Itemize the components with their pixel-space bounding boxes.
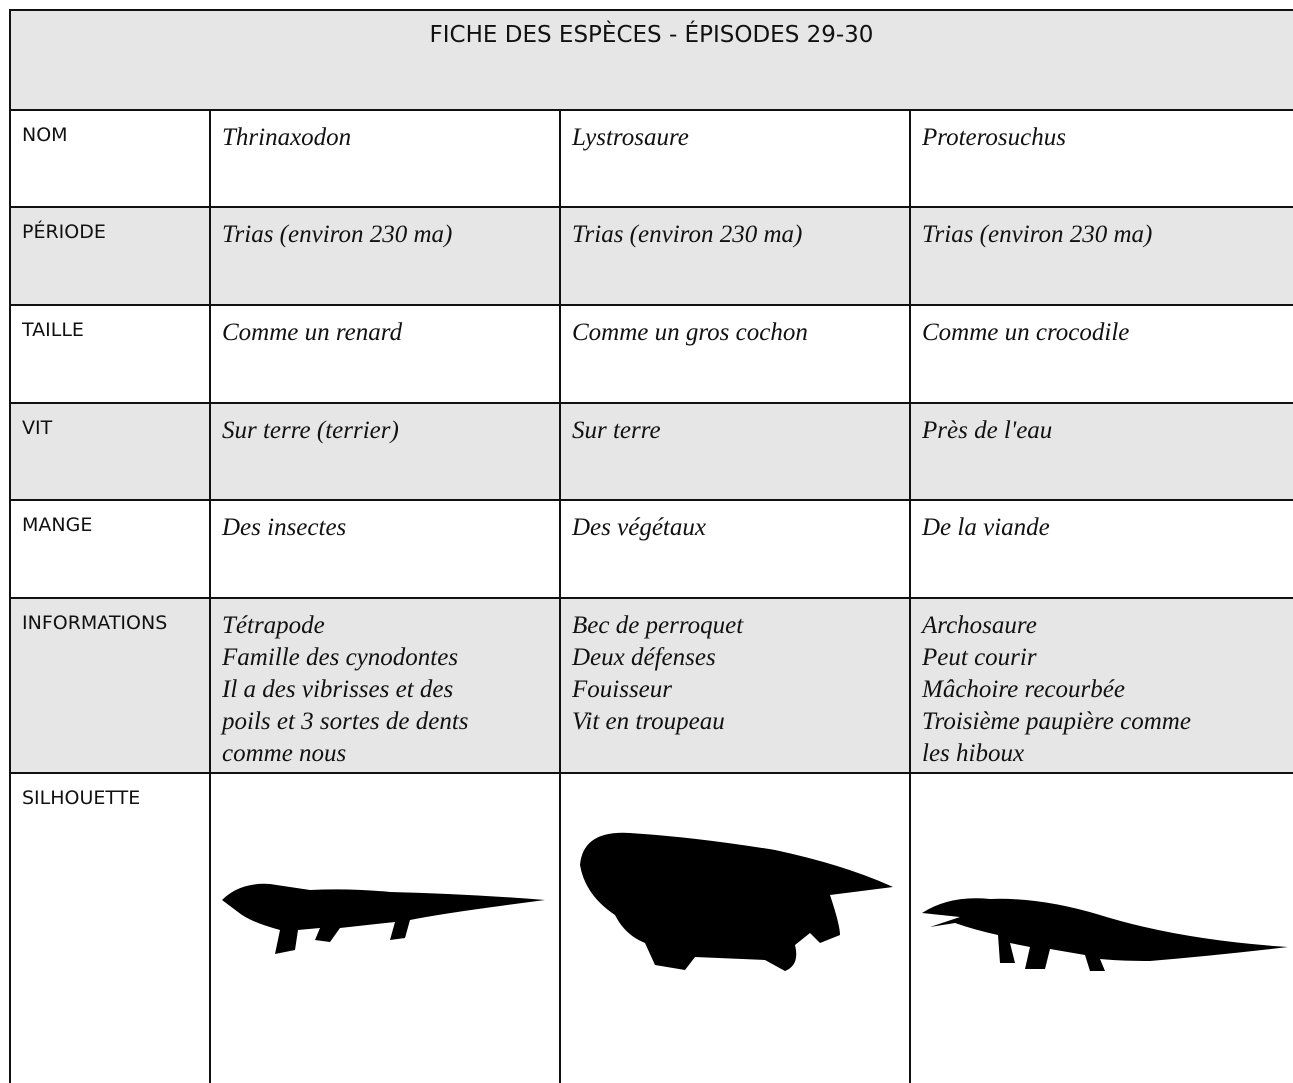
silhouette-thrinaxodon [222,883,545,954]
cell-text: Comme un renard [222,319,403,346]
cell-text: les hiboux [922,740,1025,767]
border [9,9,11,1083]
cell-text: Fouisseur [572,676,672,703]
cell-text: Comme un gros cochon [572,319,808,346]
row-border [10,402,1293,404]
row-border [10,304,1293,306]
cell-text: Troisième paupière comme [922,708,1191,735]
silhouette-lystrosaure [580,832,893,971]
row-bg [10,403,1293,500]
cell-text: Près de l'eau [922,417,1053,444]
row-label: SILHOUETTE [22,787,141,809]
row-border [10,772,1293,774]
cell-text: Deux défenses [572,644,716,671]
col-border [909,110,911,1083]
cell-text: Archosaure [922,612,1037,639]
cell-text: Des végétaux [572,514,706,541]
row-label: NOM [22,124,68,146]
cell-text: Comme un crocodile [922,319,1130,346]
row-border [10,109,1293,111]
cell-text: Tétrapode [222,612,325,639]
row-label: INFORMATIONS [22,612,168,634]
cell-text: De la viande [922,514,1050,541]
cell-text: Lystrosaure [572,124,689,151]
cell-text: comme nous [222,740,347,767]
cell-text: Trias (environ 230 ma) [572,221,803,248]
row-label: MANGE [22,514,93,536]
row-bg [10,598,1293,773]
cell-text: Il a des vibrisses et des [222,676,454,703]
row-border [10,206,1293,208]
cell-text: Vit en troupeau [572,708,725,735]
cell-text: Thrinaxodon [222,124,352,151]
sheet-title: FICHE DES ESPÈCES - ÉPISODES 29-30 [429,22,874,48]
row-label: VIT [22,417,53,439]
row-border [10,597,1293,599]
cell-text: Mâchoire recourbée [922,676,1125,703]
cell-text: Proterosuchus [922,124,1066,151]
row-label: TAILLE [22,319,84,341]
cell-text: Peut courir [922,644,1037,671]
border [10,9,1293,11]
cell-text: poils et 3 sortes de dents [222,708,469,735]
row-bg [10,207,1293,305]
col-border [559,110,561,1083]
title-row [10,10,1293,110]
cell-text: Sur terre (terrier) [222,417,399,444]
col-border [209,110,211,1083]
cell-text: Bec de perroquet [572,612,744,639]
silhouette-proterosuchus [922,898,1288,971]
cell-text: Des insectes [222,514,347,541]
cell-text: Sur terre [572,417,661,444]
row-label: PÉRIODE [22,221,106,243]
cell-text: Famille des cynodontes [222,644,459,671]
cell-text: Trias (environ 230 ma) [922,221,1153,248]
cell-text: Trias (environ 230 ma) [222,221,453,248]
row-border [10,499,1293,501]
